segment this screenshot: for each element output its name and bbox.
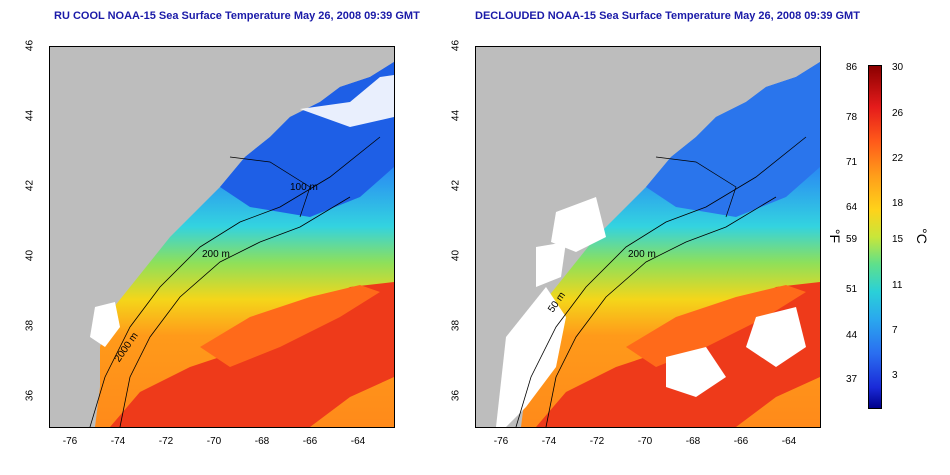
colorbar-c-3: 3 (892, 370, 898, 381)
temperature-colorbar (868, 65, 882, 409)
colorbar-c-15: 15 (892, 234, 904, 245)
left-xtick-76: -76 (62, 436, 78, 447)
left-xtick-66: -66 (302, 436, 318, 447)
colorbar-f-64: 64 (846, 202, 858, 213)
left-xtick-70: -70 (206, 436, 222, 447)
right-panel-title: DECLOUDED NOAA-15 Sea Surface Temperatur… (475, 10, 860, 22)
left-xtick-72: -72 (158, 436, 174, 447)
left-ytick-46: 46 (24, 39, 36, 52)
contour-label-100m: 100 m (290, 182, 318, 193)
colorbar-f-78: 78 (846, 112, 858, 123)
contour-label-200m: 200 m (202, 249, 230, 260)
right-xtick-66: -66 (733, 436, 749, 447)
colorbar-c-22: 22 (892, 153, 904, 164)
left-xtick-74: -74 (110, 436, 126, 447)
right-xtick-70: -70 (637, 436, 653, 447)
right-xtick-64: -64 (781, 436, 797, 447)
colorbar-c-30: 30 (892, 62, 904, 73)
colorbar-f-86: 86 (846, 62, 858, 73)
colorbar-c-26: 26 (892, 108, 904, 119)
celsius-unit-label: °C (913, 228, 930, 244)
left-sst-map-image (89, 62, 394, 427)
left-ytick-38: 38 (24, 319, 36, 332)
right-sst-map: 200 m 50 m (475, 46, 821, 428)
right-ytick-44: 44 (450, 109, 462, 122)
right-ytick-42: 42 (450, 179, 462, 192)
fahrenheit-unit-label: °F (827, 228, 844, 244)
colorbar-f-51: 51 (846, 284, 858, 295)
colorbar-f-44: 44 (846, 330, 858, 341)
left-ytick-40: 40 (24, 249, 36, 262)
colorbar-c-18: 18 (892, 198, 904, 209)
colorbar-f-37: 37 (846, 374, 858, 385)
colorbar-f-71: 71 (846, 157, 858, 168)
right-ytick-36: 36 (450, 389, 462, 402)
left-panel-title: RU COOL NOAA-15 Sea Surface Temperature … (54, 10, 420, 22)
left-ytick-36: 36 (24, 389, 36, 402)
colorbar-c-11: 11 (892, 280, 903, 291)
right-ytick-38: 38 (450, 319, 462, 332)
right-ytick-40: 40 (450, 249, 462, 262)
left-sst-map: 200 m 100 m 2000 m (49, 46, 395, 428)
right-xtick-68: -68 (685, 436, 701, 447)
colorbar-f-59: 59 (846, 234, 858, 245)
right-ytick-46: 46 (450, 39, 462, 52)
left-xtick-68: -68 (254, 436, 270, 447)
left-ytick-42: 42 (24, 179, 36, 192)
contour-label-200m-right: 200 m (628, 249, 656, 260)
left-xtick-64: -64 (350, 436, 366, 447)
left-ytick-44: 44 (24, 109, 36, 122)
right-xtick-76: -76 (493, 436, 509, 447)
right-xtick-74: -74 (541, 436, 557, 447)
right-sst-map-image (496, 62, 820, 427)
right-xtick-72: -72 (589, 436, 605, 447)
colorbar-c-7: 7 (892, 325, 898, 336)
